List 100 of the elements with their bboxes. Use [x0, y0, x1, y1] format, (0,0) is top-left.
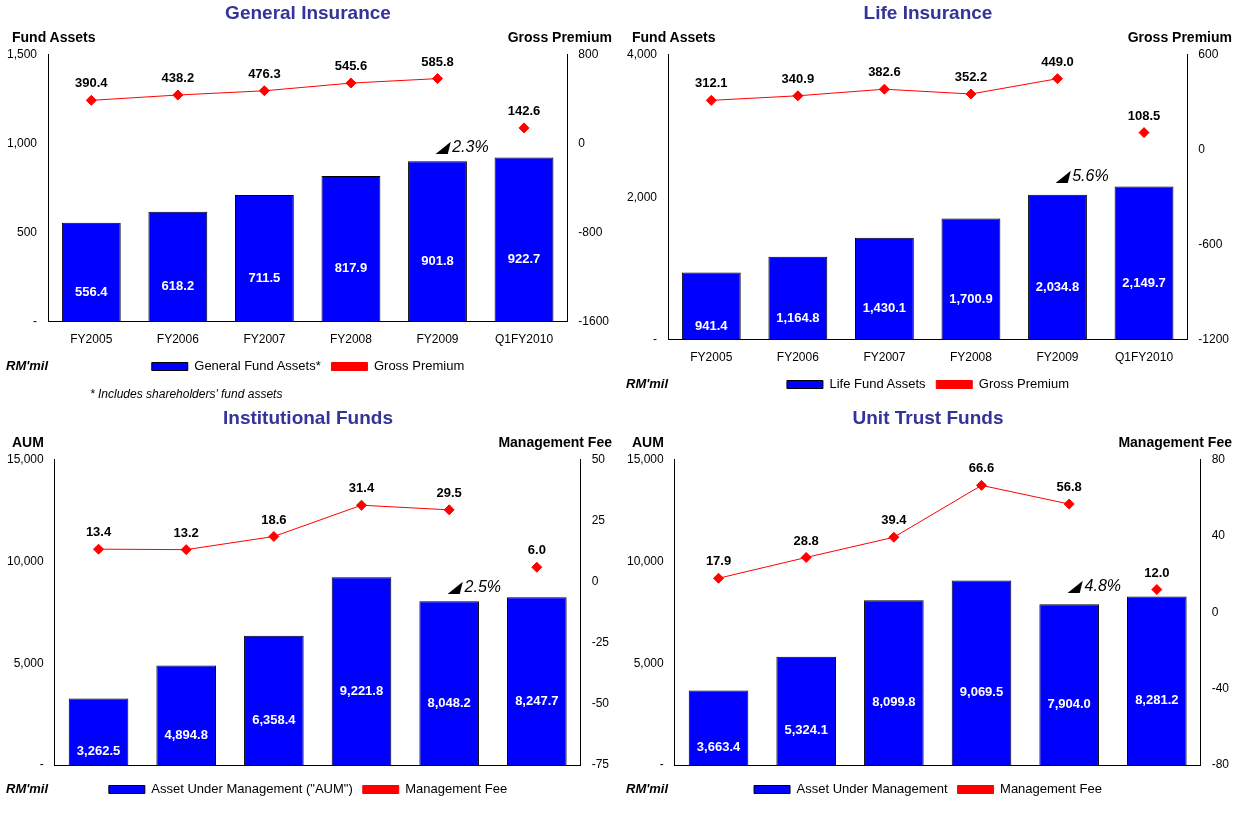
point	[792, 90, 804, 102]
chart-title: Unit Trust Funds	[852, 406, 1004, 428]
data-label: 8,247.7	[515, 692, 559, 708]
y-tick-label: 15,000	[627, 452, 665, 467]
point	[1138, 127, 1150, 139]
data-label: 1,430.1	[862, 300, 907, 316]
legend-label: Asset Under Management	[796, 781, 948, 797]
y2-tick-label: 40	[1211, 528, 1226, 543]
data-label: 340.9	[781, 70, 815, 86]
data-label: 56.8	[1056, 479, 1082, 495]
data-label: 390.4	[75, 75, 109, 91]
data-label: 352.2	[954, 69, 988, 85]
data-label: 28.8	[793, 532, 819, 548]
data-label: 6.0	[527, 542, 546, 558]
data-label: 438.2	[161, 70, 195, 86]
y2-tick-label: 80	[1211, 452, 1226, 467]
x-tick-label: FY2007	[863, 350, 906, 365]
data-label: 6,358.4	[252, 711, 297, 727]
x-tick-label: Q1FY2010	[495, 332, 554, 347]
data-label: 8,099.8	[872, 694, 916, 710]
data-label: 9,221.8	[339, 682, 384, 698]
y2-axis-title: Gross Premium	[1127, 28, 1232, 45]
point	[443, 504, 455, 516]
point	[531, 561, 543, 573]
point	[180, 544, 192, 556]
data-label: 2,149.7	[1122, 274, 1166, 290]
x-tick-label: FY2008	[949, 350, 993, 365]
y2-tick-label: 50	[591, 452, 606, 467]
point	[172, 89, 184, 101]
data-label: 13.2	[173, 524, 199, 540]
x-tick-label: FY2006	[156, 332, 200, 347]
y2-axis-title: Management Fee	[1118, 433, 1233, 450]
text: RM'mil	[626, 376, 669, 392]
y-tick-label: 2,000	[627, 189, 658, 204]
data-label: 922.7	[507, 251, 541, 267]
y-tick-label: -	[33, 313, 38, 328]
legend-label: Management Fee	[405, 781, 508, 797]
text: * Includes shareholders' fund assets	[90, 387, 283, 402]
data-label: 17.9	[705, 553, 732, 569]
point	[888, 531, 900, 543]
y-axis-title: Fund Assets	[632, 28, 716, 45]
text: RM'mil	[6, 781, 49, 797]
chart-title: Life Insurance	[863, 1, 993, 23]
annotation: ◢ 4.8%	[1067, 576, 1122, 594]
y2-axis-title: Management Fee	[498, 433, 613, 450]
y2-tick-label: -600	[1198, 236, 1223, 251]
data-label: 1,164.8	[776, 309, 820, 325]
x-tick-label: FY2005	[70, 332, 113, 347]
data-label: 449.0	[1041, 53, 1074, 69]
legend-label: Asset Under Management ("AUM")	[151, 781, 353, 797]
y-tick-label: 1,000	[7, 136, 38, 151]
y-tick-label: 10,000	[627, 553, 665, 568]
data-label: 585.8	[421, 53, 454, 69]
data-label: 817.9	[334, 260, 368, 276]
data-label: 312.1	[695, 75, 728, 91]
point	[345, 77, 357, 89]
legend-label: Life Fund Assets	[829, 376, 927, 392]
data-label: 711.5	[248, 269, 281, 285]
point	[878, 83, 890, 95]
data-label: 8,281.2	[1135, 692, 1179, 708]
point	[356, 499, 368, 511]
data-label: 2,034.8	[1035, 278, 1080, 294]
data-label: 941.4	[695, 317, 729, 333]
y-axis-title: AUM	[632, 433, 664, 450]
y2-tick-label: -1600	[578, 313, 610, 328]
data-label: 18.6	[261, 511, 287, 527]
data-label: 1,700.9	[949, 290, 993, 306]
x-tick-label: FY2008	[329, 332, 373, 347]
data-label: 556.4	[75, 283, 109, 299]
text: RM'mil	[626, 781, 669, 797]
point	[268, 530, 280, 542]
point	[713, 572, 725, 584]
data-label: 66.6	[968, 460, 995, 476]
x-tick-label: FY2009	[416, 332, 459, 347]
data-label: 31.4	[348, 480, 375, 496]
x-tick-label: FY2009	[1036, 350, 1079, 365]
y2-tick-label: 0	[1198, 142, 1206, 157]
data-label: 8,048.2	[427, 694, 471, 710]
y2-tick-label: -40	[1211, 681, 1230, 696]
y-tick-label: 5,000	[633, 655, 665, 670]
y-tick-label: -	[659, 757, 664, 772]
data-label: 901.8	[421, 252, 454, 268]
data-label: 142.6	[507, 102, 541, 118]
y2-tick-label: -50	[591, 696, 610, 711]
data-label: 7,904.0	[1047, 696, 1091, 712]
x-tick-label: FY2006	[776, 350, 820, 365]
point	[1051, 73, 1063, 85]
y2-tick-label: -25	[591, 635, 610, 650]
point	[800, 551, 812, 563]
y2-tick-label: -80	[1211, 757, 1230, 772]
data-label: 5,324.1	[784, 722, 828, 738]
data-label: 13.4	[85, 524, 112, 540]
y2-tick-label: -75	[591, 757, 610, 772]
y-tick-label: -	[653, 331, 658, 346]
point	[93, 543, 105, 555]
annotation: ◢ 2.3%	[434, 137, 489, 155]
point	[1151, 584, 1163, 596]
point	[85, 94, 97, 106]
x-tick-label: FY2007	[243, 332, 286, 347]
x-tick-label: Q1FY2010	[1115, 350, 1174, 365]
